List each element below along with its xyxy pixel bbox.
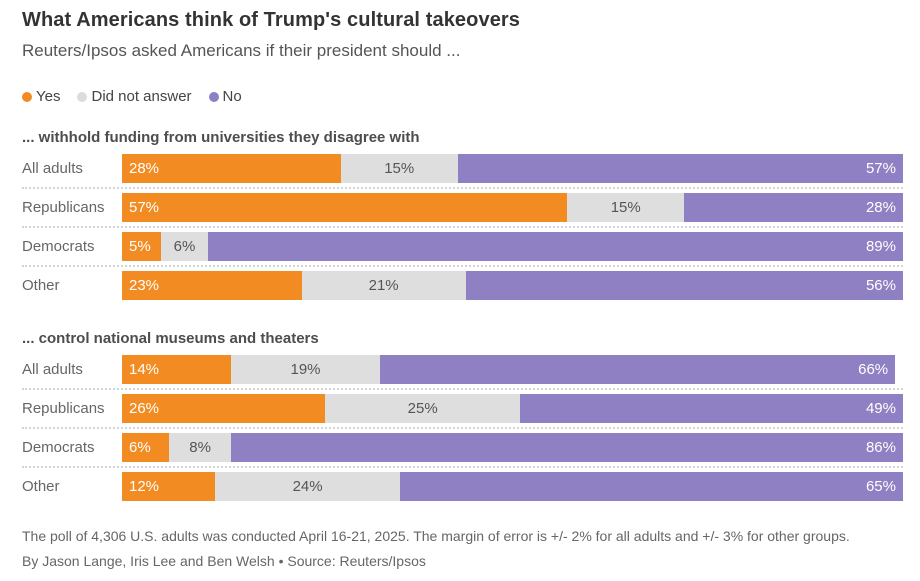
legend-label-yes: Yes [36,88,61,105]
legend: Yes Did not answer No [22,88,903,105]
bar-segment-did-not-answer: 15% [567,193,685,222]
no-dot-icon [208,91,219,102]
bar-segment-no: 56% [465,271,903,300]
bar-segment-no: 28% [684,193,903,222]
legend-item-no: No [208,88,242,105]
chart-page: What Americans think of Trump's cultural… [22,9,903,569]
stacked-bar: 6% 8% 86% [122,433,903,462]
stacked-bar: 26% 25% 49% [122,394,903,423]
bar-segment-did-not-answer: 15% [340,154,458,183]
page-subtitle: Reuters/Ipsos asked Americans if their p… [22,41,461,60]
bar-row: All adults 14% 19% 66% [22,355,903,384]
bar-segment-yes: 6% [122,433,169,462]
bar-segment-no: 65% [400,472,903,501]
stacked-bar: 57% 15% 28% [122,193,903,222]
bar-row: Other 23% 21% 56% [22,271,903,300]
bar-row: Democrats 5% 6% 89% [22,232,903,261]
chart-section-title: ... withhold funding from universities t… [22,129,420,146]
bar-segment-did-not-answer: 21% [301,271,466,300]
bar-row: All adults 28% 15% 57% [22,154,903,183]
bar-segment-no: 66% [379,355,896,384]
bar-segment-yes: 14% [122,355,232,384]
stacked-bar: 5% 6% 89% [122,232,903,261]
footer: The poll of 4,306 U.S. adults was conduc… [22,525,903,569]
bar-segment-yes: 12% [122,472,215,501]
category-label: Other [22,277,60,294]
bar-segment-did-not-answer: 25% [325,394,521,423]
category-label: All adults [22,160,83,177]
bar-row: Other 12% 24% 65% [22,472,903,501]
row-separator [22,466,903,468]
bar-segment-yes: 28% [122,154,341,183]
row-separator [22,187,903,189]
chart-section: ... withhold funding from universities t… [22,129,903,300]
bar-segment-yes: 57% [122,193,568,222]
stacked-bar: 28% 15% 57% [122,154,903,183]
did-not-answer-dot-icon [77,91,88,102]
byline-source: By Jason Lange, Iris Lee and Ben Welsh •… [22,553,426,570]
stacked-bar: 12% 24% 65% [122,472,903,501]
bar-segment-no: 57% [457,154,903,183]
row-separator [22,388,903,390]
bar-segment-did-not-answer: 6% [161,232,208,261]
bar-row: Democrats 6% 8% 86% [22,433,903,462]
legend-item-yes: Yes [22,88,60,105]
bar-segment-no: 86% [231,433,903,462]
legend-item-did-not-answer: Did not answer [77,88,192,105]
bar-segment-yes: 5% [122,232,162,261]
category-label: Other [22,478,60,495]
charts-container: ... withhold funding from universities t… [22,129,903,501]
category-label: All adults [22,361,83,378]
row-separator [22,265,903,267]
legend-label-did-not-answer: Did not answer [91,88,192,105]
category-label: Republicans [22,400,105,417]
bar-segment-did-not-answer: 19% [231,355,380,384]
category-label: Republicans [22,199,105,216]
legend-label-no: No [222,88,242,105]
stacked-bar: 14% 19% 66% [122,355,903,384]
chart-section: ... control national museums and theater… [22,330,903,501]
bar-row: Republicans 26% 25% 49% [22,394,903,423]
row-separator [22,226,903,228]
methodology-note: The poll of 4,306 U.S. adults was conduc… [22,528,850,544]
category-label: Democrats [22,439,95,456]
bar-row: Republicans 57% 15% 28% [22,193,903,222]
bar-segment-yes: 23% [122,271,302,300]
bar-segment-no: 89% [207,232,903,261]
bar-segment-yes: 26% [122,394,326,423]
page-title: What Americans think of Trump's cultural… [22,9,521,31]
category-label: Democrats [22,238,95,255]
row-separator [22,427,903,429]
chart-section-title: ... control national museums and theater… [22,330,319,347]
bar-segment-did-not-answer: 8% [168,433,232,462]
stacked-bar: 23% 21% 56% [122,271,903,300]
bar-segment-no: 49% [520,394,903,423]
bar-segment-did-not-answer: 24% [214,472,401,501]
yes-dot-icon [22,91,32,102]
